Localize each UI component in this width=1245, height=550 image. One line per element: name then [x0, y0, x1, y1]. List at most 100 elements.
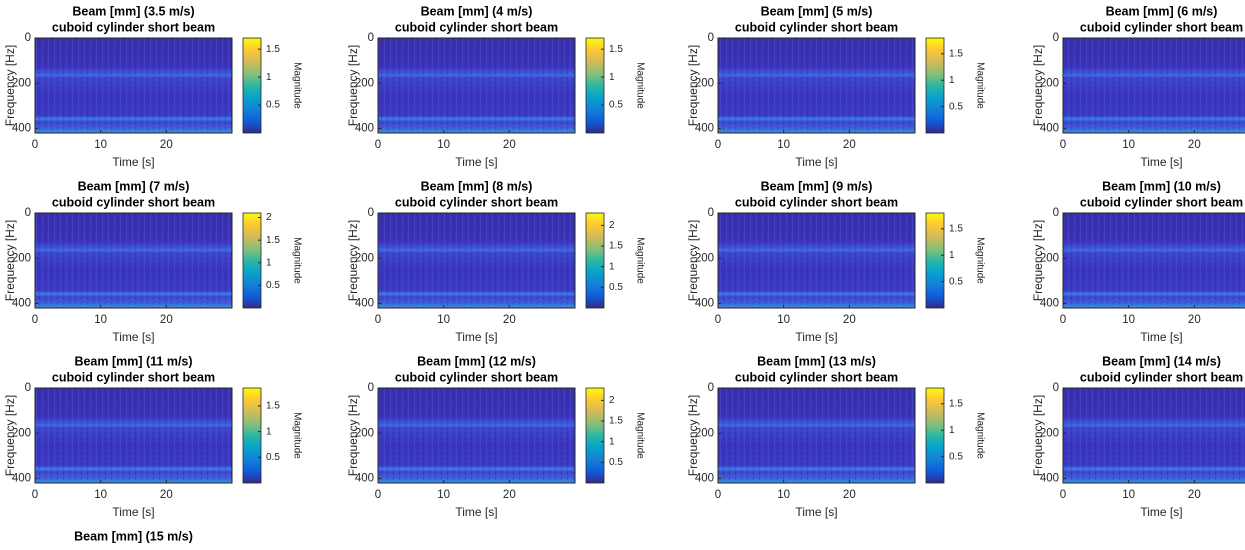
y-tick-label: 400	[695, 123, 714, 135]
x-tick-label: 10	[1122, 314, 1135, 326]
axes-box	[377, 212, 576, 309]
colorbar-tick-label: 1.5	[266, 44, 280, 55]
y-tick-label: 400	[695, 473, 714, 485]
chart-subtitle: cuboid cylinder short beam	[1080, 20, 1243, 34]
y-axis-label: Frequency [Hz]	[346, 395, 360, 476]
axes-box	[377, 387, 576, 484]
chart-title: Beam [mm] (14 m/s)	[1102, 354, 1221, 368]
x-axis-label: Time [s]	[455, 330, 497, 344]
axes-box	[1062, 212, 1245, 309]
y-tick-label: 400	[12, 473, 31, 485]
x-tick-label: 10	[94, 139, 107, 151]
colorbar-tick-label: 1.5	[266, 401, 280, 412]
y-tick-label: 400	[1040, 123, 1059, 135]
chart-subtitle: cuboid cylinder short beam	[1080, 195, 1243, 209]
colorbar-tick-label: 0.5	[266, 100, 280, 111]
colorbar-label: Magnitude	[974, 62, 985, 109]
spectrogram-texture	[35, 213, 232, 308]
x-tick-label: 20	[1188, 139, 1201, 151]
y-tick-label: 200	[12, 77, 31, 89]
chart-title: Beam [mm] (4 m/s)	[421, 4, 533, 18]
x-tick-label: 0	[375, 489, 381, 501]
x-tick-label: 20	[843, 139, 856, 151]
chart-title: Beam [mm] (13 m/s)	[757, 354, 876, 368]
colorbar-tick-label: 0.5	[949, 276, 963, 287]
colorbar-tick-label: 2	[609, 220, 615, 231]
chart-title: Beam [mm] (5 m/s)	[761, 4, 873, 18]
y-tick-label: 0	[25, 382, 31, 394]
colorbar-tick-label: 1	[609, 72, 615, 83]
colorbar-tick-label: 1	[266, 72, 272, 83]
colorbar-tick-label: 2	[609, 395, 615, 406]
chart-subtitle: cuboid cylinder short beam	[735, 370, 898, 384]
x-tick-label: 0	[1060, 314, 1066, 326]
colorbar-label: Magnitude	[634, 412, 645, 459]
colorbar	[925, 37, 945, 134]
colorbar-tick-label: 0.5	[266, 452, 280, 463]
colorbar-tick-label: 1	[609, 436, 615, 447]
spectrogram-texture	[718, 38, 915, 133]
x-tick-label: 0	[715, 489, 721, 501]
y-axis-label: Frequency [Hz]	[1031, 395, 1045, 476]
spectrogram-texture	[378, 38, 575, 133]
x-axis-label: Time [s]	[112, 505, 154, 519]
chart-title: Beam [mm] (7 m/s)	[78, 179, 190, 193]
spectrogram-texture	[378, 213, 575, 308]
chart-title: Beam [mm] (9 m/s)	[761, 179, 873, 193]
chart-title: Beam [mm] (10 m/s)	[1102, 179, 1221, 193]
chart-subtitle: cuboid cylinder short beam	[395, 195, 558, 209]
chart-title: Beam [mm] (8 m/s)	[421, 179, 533, 193]
x-tick-label: 0	[715, 314, 721, 326]
y-tick-label: 0	[1053, 207, 1059, 219]
y-tick-label: 400	[1040, 473, 1059, 485]
colorbar-tick-label: 1.5	[949, 48, 963, 59]
x-tick-label: 0	[32, 489, 38, 501]
colorbar	[242, 37, 262, 134]
colorbar-tick-label: 1	[266, 257, 272, 268]
x-tick-label: 0	[32, 314, 38, 326]
chart-subtitle: cuboid cylinder short beam	[1080, 370, 1243, 384]
axes-box	[717, 37, 916, 134]
chart-subtitle: cuboid cylinder short beam	[735, 20, 898, 34]
y-tick-label: 0	[25, 207, 31, 219]
y-tick-label: 200	[1040, 252, 1059, 264]
axes-box	[717, 387, 916, 484]
y-tick-label: 200	[695, 427, 714, 439]
x-tick-label: 20	[503, 314, 516, 326]
x-tick-label: 20	[503, 489, 516, 501]
x-tick-label: 0	[715, 139, 721, 151]
colorbar	[585, 212, 605, 309]
axes-box	[717, 212, 916, 309]
x-tick-label: 10	[777, 489, 790, 501]
x-tick-label: 10	[1122, 489, 1135, 501]
colorbar-label: Magnitude	[291, 237, 302, 284]
chart-subtitle: cuboid cylinder short beam	[735, 195, 898, 209]
x-tick-label: 0	[1060, 139, 1066, 151]
spectrogram-texture	[1063, 38, 1245, 133]
x-tick-label: 10	[94, 489, 107, 501]
y-tick-label: 200	[355, 252, 374, 264]
colorbar-tick-label: 1.5	[949, 223, 963, 234]
colorbar-tick-label: 1	[266, 426, 272, 437]
x-axis-label: Time [s]	[795, 505, 837, 519]
y-axis-label: Frequency [Hz]	[686, 45, 700, 126]
chart-title: Beam [mm] (6 m/s)	[1106, 4, 1218, 18]
colorbar-label: Magnitude	[634, 237, 645, 284]
y-axis-label: Frequency [Hz]	[686, 395, 700, 476]
x-tick-label: 20	[1188, 489, 1201, 501]
colorbar-tick-label: 0.5	[949, 101, 963, 112]
spectrogram-texture	[718, 388, 915, 483]
y-tick-label: 400	[12, 123, 31, 135]
y-tick-label: 200	[695, 77, 714, 89]
spectrogram-texture	[378, 388, 575, 483]
colorbar-tick-label: 1	[609, 261, 615, 272]
x-tick-label: 10	[437, 314, 450, 326]
x-tick-label: 10	[777, 314, 790, 326]
colorbar-tick-label: 2	[266, 212, 272, 223]
